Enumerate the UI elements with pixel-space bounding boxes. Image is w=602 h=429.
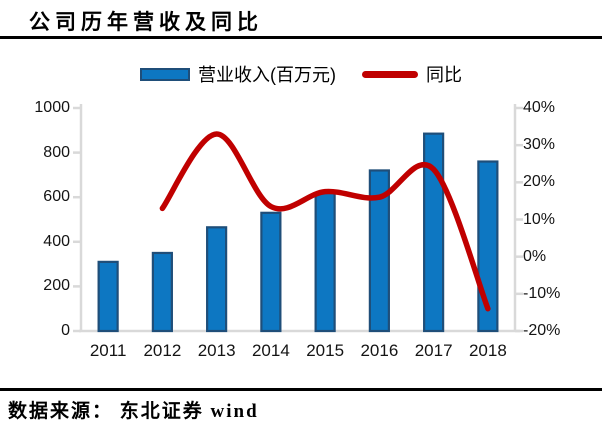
x-axis-label-2017: 2017	[414, 341, 453, 360]
right-axis-tick: 40%	[523, 99, 556, 116]
right-axis-tick: 20%	[523, 173, 556, 191]
right-axis-tick: 30%	[523, 136, 556, 154]
yoy-line-swatch	[362, 70, 418, 78]
chart-legend: 营业收入(百万元) 同比	[0, 62, 602, 86]
revenue-bar-swatch	[140, 67, 190, 81]
left-axis-tick: 1000	[34, 99, 70, 116]
right-axis-tick: 10%	[523, 210, 556, 228]
bar-2012	[151, 251, 173, 333]
legend-item-revenue: 营业收入(百万元)	[140, 61, 336, 87]
right-axis-tick: 0%	[523, 247, 547, 265]
x-axis-label-2018: 2018	[468, 341, 507, 360]
left-axis-tick: 600	[43, 188, 70, 206]
left-axis-tick: 0	[61, 322, 70, 339]
legend-label-yoy: 同比	[426, 65, 462, 85]
bar-2011	[97, 260, 119, 333]
left-axis-tick: 400	[43, 232, 70, 250]
legend-label-revenue: 营业收入(百万元)	[198, 65, 336, 85]
x-axis-label-2015: 2015	[306, 341, 345, 360]
left-axis-tick: 200	[43, 277, 70, 295]
x-axis-label-2011: 2011	[89, 341, 127, 360]
source-rule	[0, 388, 602, 391]
x-axis-label-2016: 2016	[360, 341, 399, 360]
left-axis-tick: 800	[43, 143, 70, 161]
bar-2015	[314, 191, 336, 333]
legend-item-yoy: 同比	[362, 61, 462, 87]
bar-2014	[260, 211, 282, 333]
bar-2017	[423, 132, 445, 333]
chart-title: 公司历年营收及同比	[29, 10, 263, 34]
right-axis-tick: -10%	[523, 284, 561, 302]
x-axis-label-2012: 2012	[143, 341, 182, 360]
x-axis-label-2013: 2013	[197, 341, 236, 360]
source-note: 数据来源： 东北证券 wind	[8, 401, 259, 422]
title-rule	[0, 36, 602, 39]
yoy-line	[159, 131, 491, 312]
right-axis-tick: -20%	[523, 322, 561, 339]
bar-2016	[368, 169, 390, 333]
bar-2013	[206, 226, 228, 333]
x-axis-label-2014: 2014	[251, 341, 290, 360]
